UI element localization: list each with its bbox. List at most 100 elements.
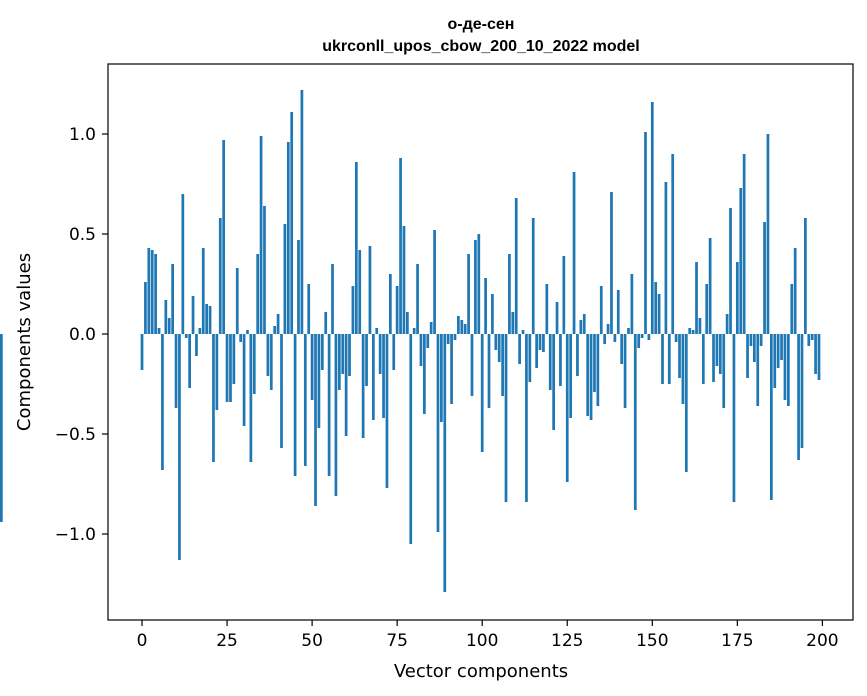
plot-frame bbox=[107, 63, 854, 621]
bar-component-82 bbox=[419, 334, 423, 366]
bar-component-154 bbox=[664, 182, 668, 334]
bar-component-1 bbox=[144, 282, 147, 334]
bar-component-23 bbox=[218, 218, 222, 334]
bar-component-199 bbox=[817, 334, 821, 380]
y-tick-label: −0.5 bbox=[55, 425, 96, 445]
bar-component-42 bbox=[283, 224, 287, 334]
bar-component-41 bbox=[280, 334, 283, 448]
bar-component-188 bbox=[780, 334, 783, 360]
bar-component-164 bbox=[698, 318, 702, 334]
bar-component-184 bbox=[766, 134, 770, 334]
bar-component-185 bbox=[770, 334, 773, 500]
bar-component-156 bbox=[671, 154, 675, 334]
bar-component-68 bbox=[371, 334, 375, 420]
bar-component-21 bbox=[212, 334, 215, 462]
bar-component-179 bbox=[749, 334, 753, 346]
bar-component-155 bbox=[667, 334, 671, 384]
x-tick-label: 25 bbox=[216, 631, 238, 651]
bar-component-182 bbox=[759, 334, 763, 346]
bar-component-169 bbox=[715, 334, 719, 366]
y-tick-label: 0.0 bbox=[69, 325, 96, 345]
bar-component-30 bbox=[242, 334, 246, 426]
bar-component-24 bbox=[222, 140, 226, 334]
bar-component-72 bbox=[385, 334, 389, 488]
bar-component-undefined bbox=[0, 334, 3, 522]
bar-component-106 bbox=[501, 334, 504, 396]
bar-component-18 bbox=[201, 248, 205, 334]
bar-component-10 bbox=[174, 334, 178, 408]
bar-component-44 bbox=[290, 112, 294, 334]
bar-component-52 bbox=[317, 334, 321, 428]
bar-component-78 bbox=[406, 312, 409, 334]
bar-component-197 bbox=[810, 334, 814, 340]
bar-component-29 bbox=[239, 334, 243, 342]
bar-component-110 bbox=[514, 198, 518, 334]
bar-component-191 bbox=[790, 284, 794, 334]
bar-component-198 bbox=[814, 334, 817, 374]
bar-component-170 bbox=[718, 334, 722, 374]
bar-component-101 bbox=[484, 278, 487, 334]
bar-component-129 bbox=[579, 320, 583, 334]
bar-component-40 bbox=[276, 314, 280, 334]
bar-component-195 bbox=[804, 218, 807, 334]
bar-component-61 bbox=[348, 334, 351, 376]
bar-component-116 bbox=[535, 334, 538, 368]
bar-component-48 bbox=[303, 334, 307, 466]
bar-component-147 bbox=[640, 334, 644, 338]
bar-component-107 bbox=[504, 334, 508, 502]
bar-component-113 bbox=[525, 334, 528, 502]
bar-component-145 bbox=[633, 334, 637, 510]
x-tick-label: 175 bbox=[721, 631, 753, 651]
bar-component-122 bbox=[555, 302, 559, 334]
bar-component-98 bbox=[474, 240, 477, 334]
bar-component-38 bbox=[269, 334, 273, 390]
bar-component-16 bbox=[195, 334, 198, 356]
y-tick-label: 0.5 bbox=[69, 225, 96, 245]
bar-component-99 bbox=[477, 234, 481, 334]
bar-component-175 bbox=[735, 262, 739, 334]
bar-component-108 bbox=[508, 254, 511, 334]
bar-component-178 bbox=[746, 334, 749, 378]
bar-component-160 bbox=[684, 334, 688, 472]
bar-component-14 bbox=[188, 334, 191, 388]
bar-component-167 bbox=[708, 238, 712, 334]
bar-component-100 bbox=[480, 334, 484, 452]
bar-component-85 bbox=[429, 322, 433, 334]
x-tick-label: 125 bbox=[551, 631, 583, 651]
bar-component-62 bbox=[351, 286, 355, 334]
bar-component-146 bbox=[637, 334, 641, 348]
bar-component-172 bbox=[725, 314, 729, 334]
bar-component-168 bbox=[712, 334, 715, 382]
x-axis: 0 25 50 75 100 125 150 175 200 bbox=[137, 620, 839, 651]
bar-component-148 bbox=[644, 132, 647, 334]
bar-component-76 bbox=[399, 158, 402, 334]
bar-component-8 bbox=[167, 318, 171, 334]
bar-component-111 bbox=[518, 334, 521, 364]
bar-component-84 bbox=[426, 334, 430, 348]
bar-component-6 bbox=[161, 334, 164, 470]
bar-component-105 bbox=[497, 334, 501, 362]
bar-component-163 bbox=[695, 262, 698, 334]
bar-component-142 bbox=[623, 334, 627, 408]
bar-component-137 bbox=[606, 324, 610, 334]
bar-component-36 bbox=[263, 206, 266, 334]
bar-component-103 bbox=[491, 294, 494, 334]
bar-component-141 bbox=[620, 334, 624, 364]
y-axis: −1.0 −0.5 0.0 0.5 1.0 bbox=[55, 125, 108, 545]
bar-component-152 bbox=[657, 294, 661, 334]
bar-component-119 bbox=[545, 284, 549, 334]
bar-component-28 bbox=[235, 268, 239, 334]
bar-component-139 bbox=[613, 334, 617, 342]
bar-component-159 bbox=[681, 334, 685, 404]
bar-component-173 bbox=[729, 208, 732, 334]
bar-component-60 bbox=[344, 334, 348, 436]
x-tick-label: 75 bbox=[386, 631, 408, 651]
bar-component-15 bbox=[191, 296, 195, 334]
bar-component-171 bbox=[722, 334, 726, 408]
bar-component-123 bbox=[559, 334, 562, 386]
x-tick-label: 100 bbox=[466, 631, 498, 651]
bar-component-138 bbox=[610, 192, 613, 334]
bar-component-67 bbox=[368, 246, 372, 334]
bar-component-66 bbox=[365, 334, 368, 386]
bar-component-25 bbox=[225, 334, 229, 402]
